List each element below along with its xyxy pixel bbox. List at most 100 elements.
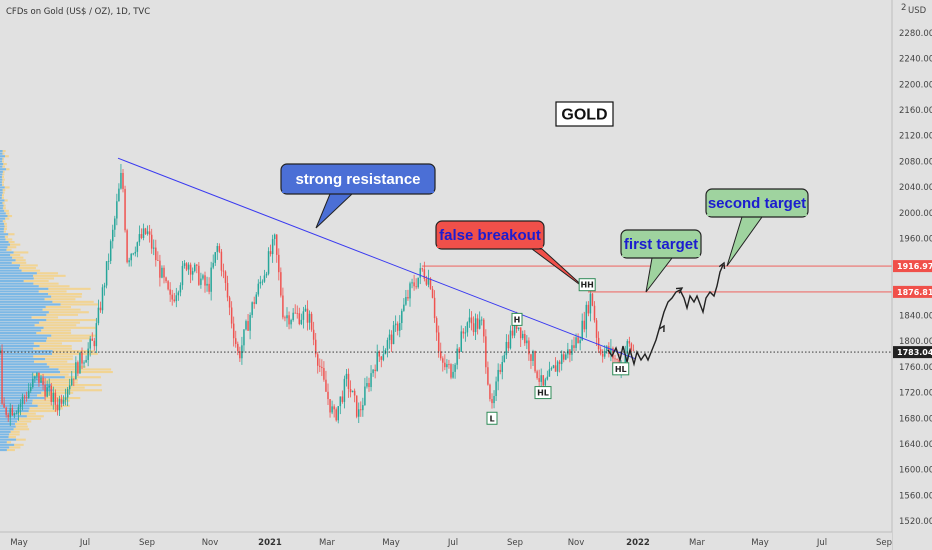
candle-body — [558, 361, 561, 365]
volume-bar-up — [0, 365, 50, 368]
volume-bar-down — [31, 316, 59, 319]
candle-body — [429, 278, 432, 289]
volume-bar-down — [45, 306, 71, 309]
candle-body — [181, 265, 184, 286]
candle-body — [550, 368, 553, 370]
candle-body — [577, 337, 579, 344]
candle-body — [5, 407, 7, 415]
volume-bar-down — [44, 298, 76, 301]
candle-body — [304, 308, 307, 312]
x-tick-label: Mar — [689, 538, 706, 548]
x-tick-label: Mar — [319, 538, 336, 548]
candle-body — [481, 319, 483, 321]
candle-body — [21, 396, 24, 404]
candle-body — [89, 338, 91, 349]
volume-bar-down — [3, 204, 6, 207]
volume-bar-up — [0, 191, 3, 194]
candle-body — [153, 247, 155, 249]
candle-body — [85, 359, 87, 363]
callout-box[interactable] — [705, 188, 809, 218]
candle-body — [263, 275, 266, 282]
candle-body — [34, 376, 36, 379]
volume-bar-down — [34, 360, 68, 363]
candle-body — [103, 285, 106, 288]
candle-body — [191, 271, 194, 275]
candle-body — [540, 375, 542, 382]
time-axis[interactable] — [0, 532, 892, 550]
candle-body — [314, 339, 317, 355]
volume-bar-down — [2, 178, 5, 181]
swing-label-text: L — [489, 414, 494, 423]
y-tick-label: 2120.00 — [899, 132, 932, 142]
volume-bar-down — [6, 449, 15, 452]
candle-body — [255, 294, 257, 304]
price-axis[interactable] — [892, 0, 932, 550]
candle-body — [349, 388, 352, 393]
candle-body — [206, 283, 208, 286]
candle-body — [179, 285, 182, 293]
volume-bar-down — [44, 381, 78, 384]
volume-bar-up — [0, 168, 7, 171]
candle-body — [54, 392, 57, 405]
projection-arrows — [658, 261, 726, 333]
y-tick-label: 1840.00 — [899, 312, 932, 322]
candle-body — [478, 319, 481, 329]
volume-bar-up — [0, 433, 10, 436]
candle-body — [425, 278, 428, 285]
volume-bar-down — [2, 189, 6, 192]
candle-body — [73, 378, 75, 380]
candle-body — [460, 331, 462, 352]
volume-bar-down — [33, 342, 62, 345]
volume-bar-down — [33, 355, 73, 358]
candle-body — [327, 391, 329, 400]
candle-body — [489, 384, 491, 400]
candle-body — [571, 345, 573, 355]
candle-body — [403, 304, 405, 311]
volume-bar-down — [48, 293, 83, 296]
chart-title: CFDs on Gold (US$ / OZ), 1D, TVC — [6, 7, 150, 17]
volume-bar-down — [18, 412, 36, 415]
swing-label-box — [578, 278, 596, 292]
callout-box[interactable] — [435, 220, 545, 250]
candle-body — [245, 321, 247, 330]
volume-bar-down — [15, 259, 26, 262]
volume-bar-down — [41, 391, 74, 394]
candle-body — [339, 396, 342, 407]
candle-body — [407, 297, 409, 299]
callout-text: first target — [624, 236, 698, 253]
volume-bar-down — [51, 334, 97, 337]
candle-body — [341, 396, 344, 402]
y-tick-label: 1800.00 — [899, 337, 932, 347]
resistance-trendline[interactable] — [117, 157, 636, 360]
volume-bar-up — [0, 207, 3, 210]
candle-body — [280, 272, 282, 296]
volume-bar-down — [40, 378, 79, 381]
volume-bar-down — [36, 272, 59, 275]
projection-arrow — [675, 287, 684, 294]
candle-body — [216, 246, 219, 253]
candle-body — [616, 359, 618, 360]
swing-label-text: HL — [615, 365, 627, 374]
volume-bar-down — [14, 423, 28, 426]
candle-body — [433, 297, 436, 319]
volume-bar-up — [0, 259, 16, 262]
volume-bar-up — [0, 160, 3, 163]
volume-bar-down — [5, 212, 10, 215]
volume-bar-up — [0, 256, 13, 259]
volume-bar-up — [0, 285, 39, 288]
candle-body — [308, 313, 311, 323]
candle-body — [394, 323, 397, 326]
callout-box[interactable] — [280, 163, 436, 195]
volume-bar-up — [0, 267, 20, 270]
volume-bar-up — [0, 176, 2, 179]
volume-bar-up — [0, 425, 16, 428]
volume-bar-down — [9, 446, 21, 449]
volume-bar-down — [17, 420, 32, 423]
candle-body — [444, 362, 446, 368]
y-tick-label: 2000.00 — [899, 209, 932, 219]
volume-bar-up — [0, 186, 5, 189]
callout-box[interactable] — [620, 229, 702, 259]
volume-bar-up — [0, 316, 32, 319]
candle-body — [542, 375, 544, 386]
candle-body — [259, 281, 262, 284]
